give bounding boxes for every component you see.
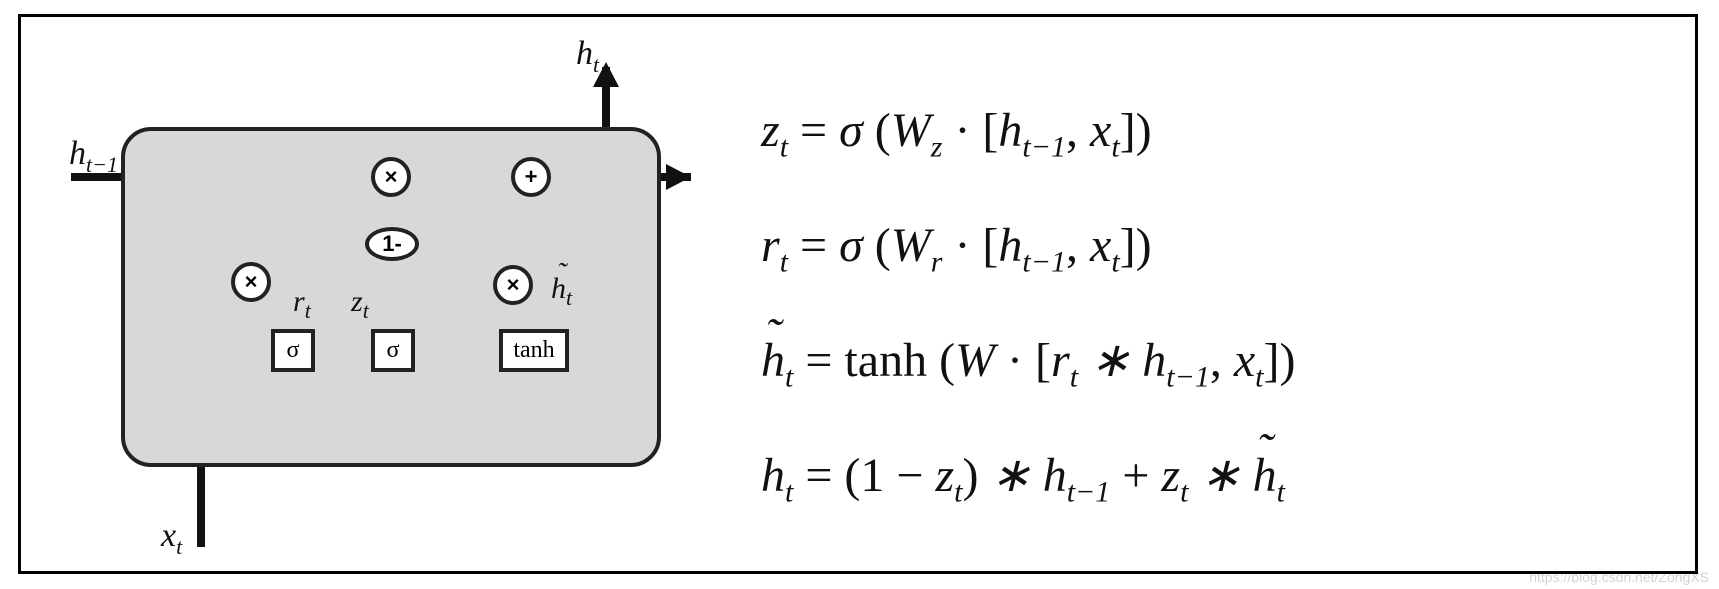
- label-z-t: zt: [351, 285, 369, 324]
- op-plus: +: [511, 157, 551, 197]
- op-mult-reset: ×: [231, 262, 271, 302]
- equation-h: ht = (1 − zt) ∗ ht−1 + zt ∗ ˜ht: [761, 450, 1681, 509]
- label-x-in: xt: [161, 517, 182, 560]
- gate-tanh: tanh: [499, 329, 569, 372]
- equation-r: rt = σ (Wr · [ht−1, xt]): [761, 220, 1681, 279]
- equation-htilde: ˜ht = tanh (W · [rt ∗ ht−1, xt]): [761, 335, 1681, 394]
- op-mult-top: ×: [371, 157, 411, 197]
- figure-frame: ht−1 ht xt rt zt ˜ ht σ σ tanh × × 1- × …: [18, 14, 1698, 574]
- equations: zt = σ (Wz · [ht−1, xt]) rt = σ (Wr · [h…: [761, 67, 1681, 547]
- label-h-prev: ht−1: [69, 135, 118, 178]
- label-h-tilde: ˜ ht: [551, 272, 572, 311]
- watermark: https://blog.csdn.net/ZongXS: [1529, 569, 1709, 585]
- label-h-out: ht: [576, 35, 599, 78]
- equation-z: zt = σ (Wz · [ht−1, xt]): [761, 105, 1681, 164]
- gate-sigma-z: σ: [371, 329, 415, 372]
- op-mult-htilde: ×: [493, 265, 533, 305]
- gate-sigma-r: σ: [271, 329, 315, 372]
- label-r-t: rt: [293, 285, 311, 324]
- op-one-minus: 1-: [365, 227, 419, 261]
- gru-cell-diagram: ht−1 ht xt rt zt ˜ ht σ σ tanh × × 1- × …: [61, 37, 701, 557]
